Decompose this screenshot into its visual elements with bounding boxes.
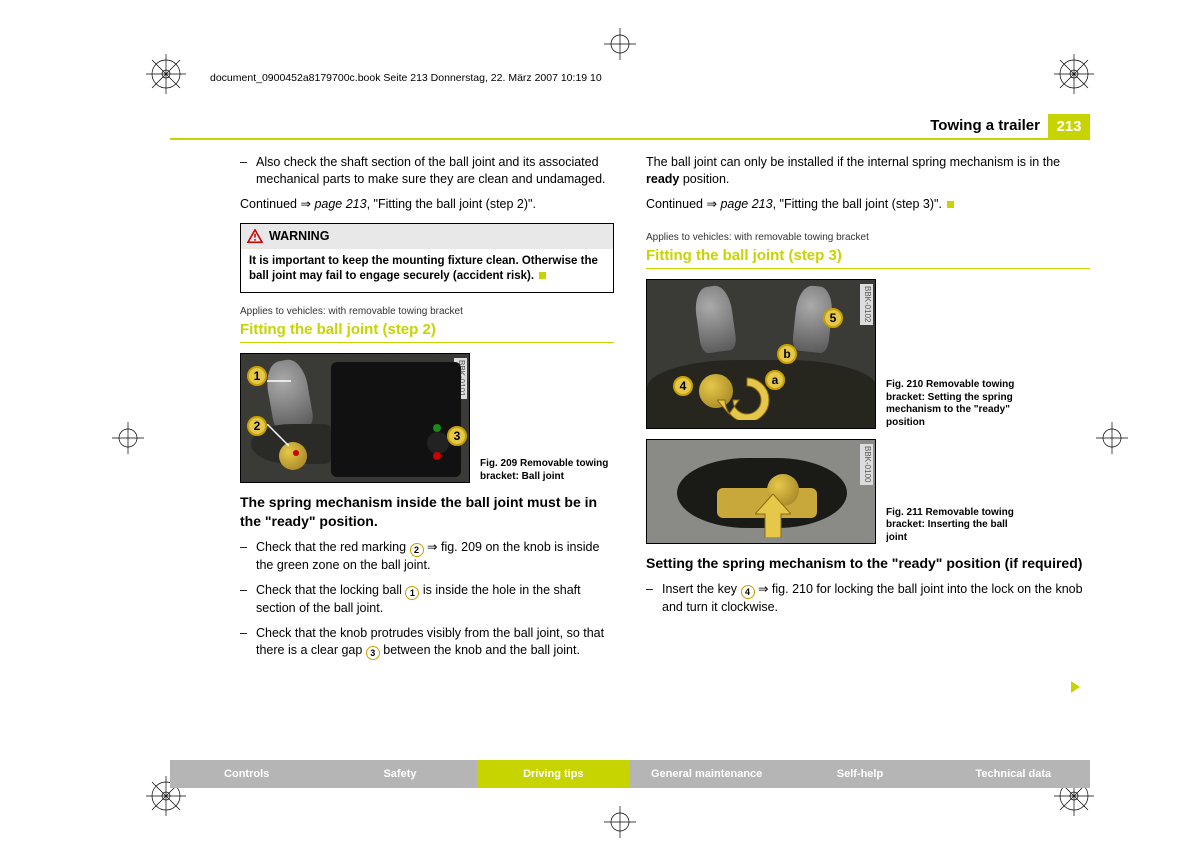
right-column: The ball joint can only be installed if … <box>646 154 1090 668</box>
body-text: The ball joint can only be installed if … <box>646 154 1090 188</box>
body-text: Insert the key 4 ⇒ fig. 210 for locking … <box>662 581 1090 616</box>
body-text: Check that the locking ball 1 is inside … <box>256 582 614 617</box>
body-text: Check that the red marking 2 ⇒ fig. 209 … <box>256 539 614 574</box>
warning-box: WARNING It is important to keep the moun… <box>240 223 614 293</box>
figure-id: BBK-0100 <box>860 444 873 484</box>
figure-209-row: BBK-0101 1 2 3 Fig. 209 Removab <box>240 353 614 483</box>
subheading: Setting the spring mechanism to the "rea… <box>646 554 1090 573</box>
tab-controls[interactable]: Controls <box>170 760 323 788</box>
warning-header: WARNING <box>241 224 613 249</box>
warning-icon <box>247 229 263 243</box>
end-square-icon <box>947 201 954 208</box>
subheading: The spring mechanism inside the ball joi… <box>240 493 614 531</box>
list-item: – Check that the locking ball 1 is insid… <box>240 582 614 617</box>
figure-211: BBK-0100 <box>646 439 876 544</box>
end-square-icon <box>539 272 546 279</box>
figure-210-caption: Fig. 210 Removable towing bracket: Setti… <box>886 379 1016 429</box>
page-content: Towing a trailer 213 – Also check the sh… <box>170 60 1090 668</box>
callout-ref-2: 2 <box>410 543 424 557</box>
list-item: – Check that the knob protrudes visibly … <box>240 625 614 660</box>
figure-210-row: BBK-0102 4 5 a b Fig. 210 Removable towi… <box>646 279 1090 429</box>
callout-5: 5 <box>823 308 843 328</box>
warning-body: It is important to keep the mounting fix… <box>241 249 613 292</box>
regmark-mr <box>1092 418 1132 458</box>
callout-ref-1: 1 <box>405 586 419 600</box>
figure-209: BBK-0101 1 2 3 <box>240 353 470 483</box>
applies-note: Applies to vehicles: with removable towi… <box>646 231 1090 245</box>
regmark-mb <box>600 802 640 842</box>
list-item: – Insert the key 4 ⇒ fig. 210 for lockin… <box>646 581 1090 616</box>
tab-technical-data[interactable]: Technical data <box>937 760 1090 788</box>
continue-arrow-icon <box>1071 681 1080 693</box>
body-text: Check that the knob protrudes visibly fr… <box>256 625 614 660</box>
applies-note: Applies to vehicles: with removable towi… <box>240 305 614 319</box>
warning-label: WARNING <box>269 228 329 245</box>
figure-210: BBK-0102 4 5 a b <box>646 279 876 429</box>
section-heading-step3: Fitting the ball joint (step 3) <box>646 246 1090 269</box>
bullet-dash: – <box>240 154 256 188</box>
regmark-mt <box>600 24 640 64</box>
continued-text: Continued ⇒ page 213, "Fitting the ball … <box>240 196 614 213</box>
regmark-ml <box>108 418 148 458</box>
callout-ref-4: 4 <box>741 585 755 599</box>
list-item: – Also check the shaft section of the ba… <box>240 154 614 188</box>
footer-tabs: Controls Safety Driving tips General mai… <box>170 760 1090 788</box>
figure-211-row: BBK-0100 Fig. 211 Removable towing brack… <box>646 439 1090 544</box>
page-header: Towing a trailer 213 <box>170 110 1090 140</box>
page-number: 213 <box>1048 114 1090 138</box>
section-title: Towing a trailer <box>930 117 1040 134</box>
continued-text: Continued ⇒ page 213, "Fitting the ball … <box>646 196 1090 213</box>
callout-ref-3: 3 <box>366 646 380 660</box>
tab-general-maintenance[interactable]: General maintenance <box>630 760 783 788</box>
tab-driving-tips[interactable]: Driving tips <box>477 760 630 788</box>
tab-self-help[interactable]: Self-help <box>783 760 936 788</box>
list-item: – Check that the red marking 2 ⇒ fig. 20… <box>240 539 614 574</box>
callout-3: 3 <box>447 426 467 446</box>
figure-id: BBK-0102 <box>860 284 873 324</box>
figure-211-caption: Fig. 211 Removable towing bracket: Inser… <box>886 507 1016 545</box>
tab-safety[interactable]: Safety <box>323 760 476 788</box>
section-heading-step2: Fitting the ball joint (step 2) <box>240 320 614 343</box>
left-column: – Also check the shaft section of the ba… <box>170 154 614 668</box>
figure-209-caption: Fig. 209 Removable towing bracket: Ball … <box>480 458 610 483</box>
callout-1: 1 <box>247 366 267 386</box>
body-text: Also check the shaft section of the ball… <box>256 154 614 188</box>
